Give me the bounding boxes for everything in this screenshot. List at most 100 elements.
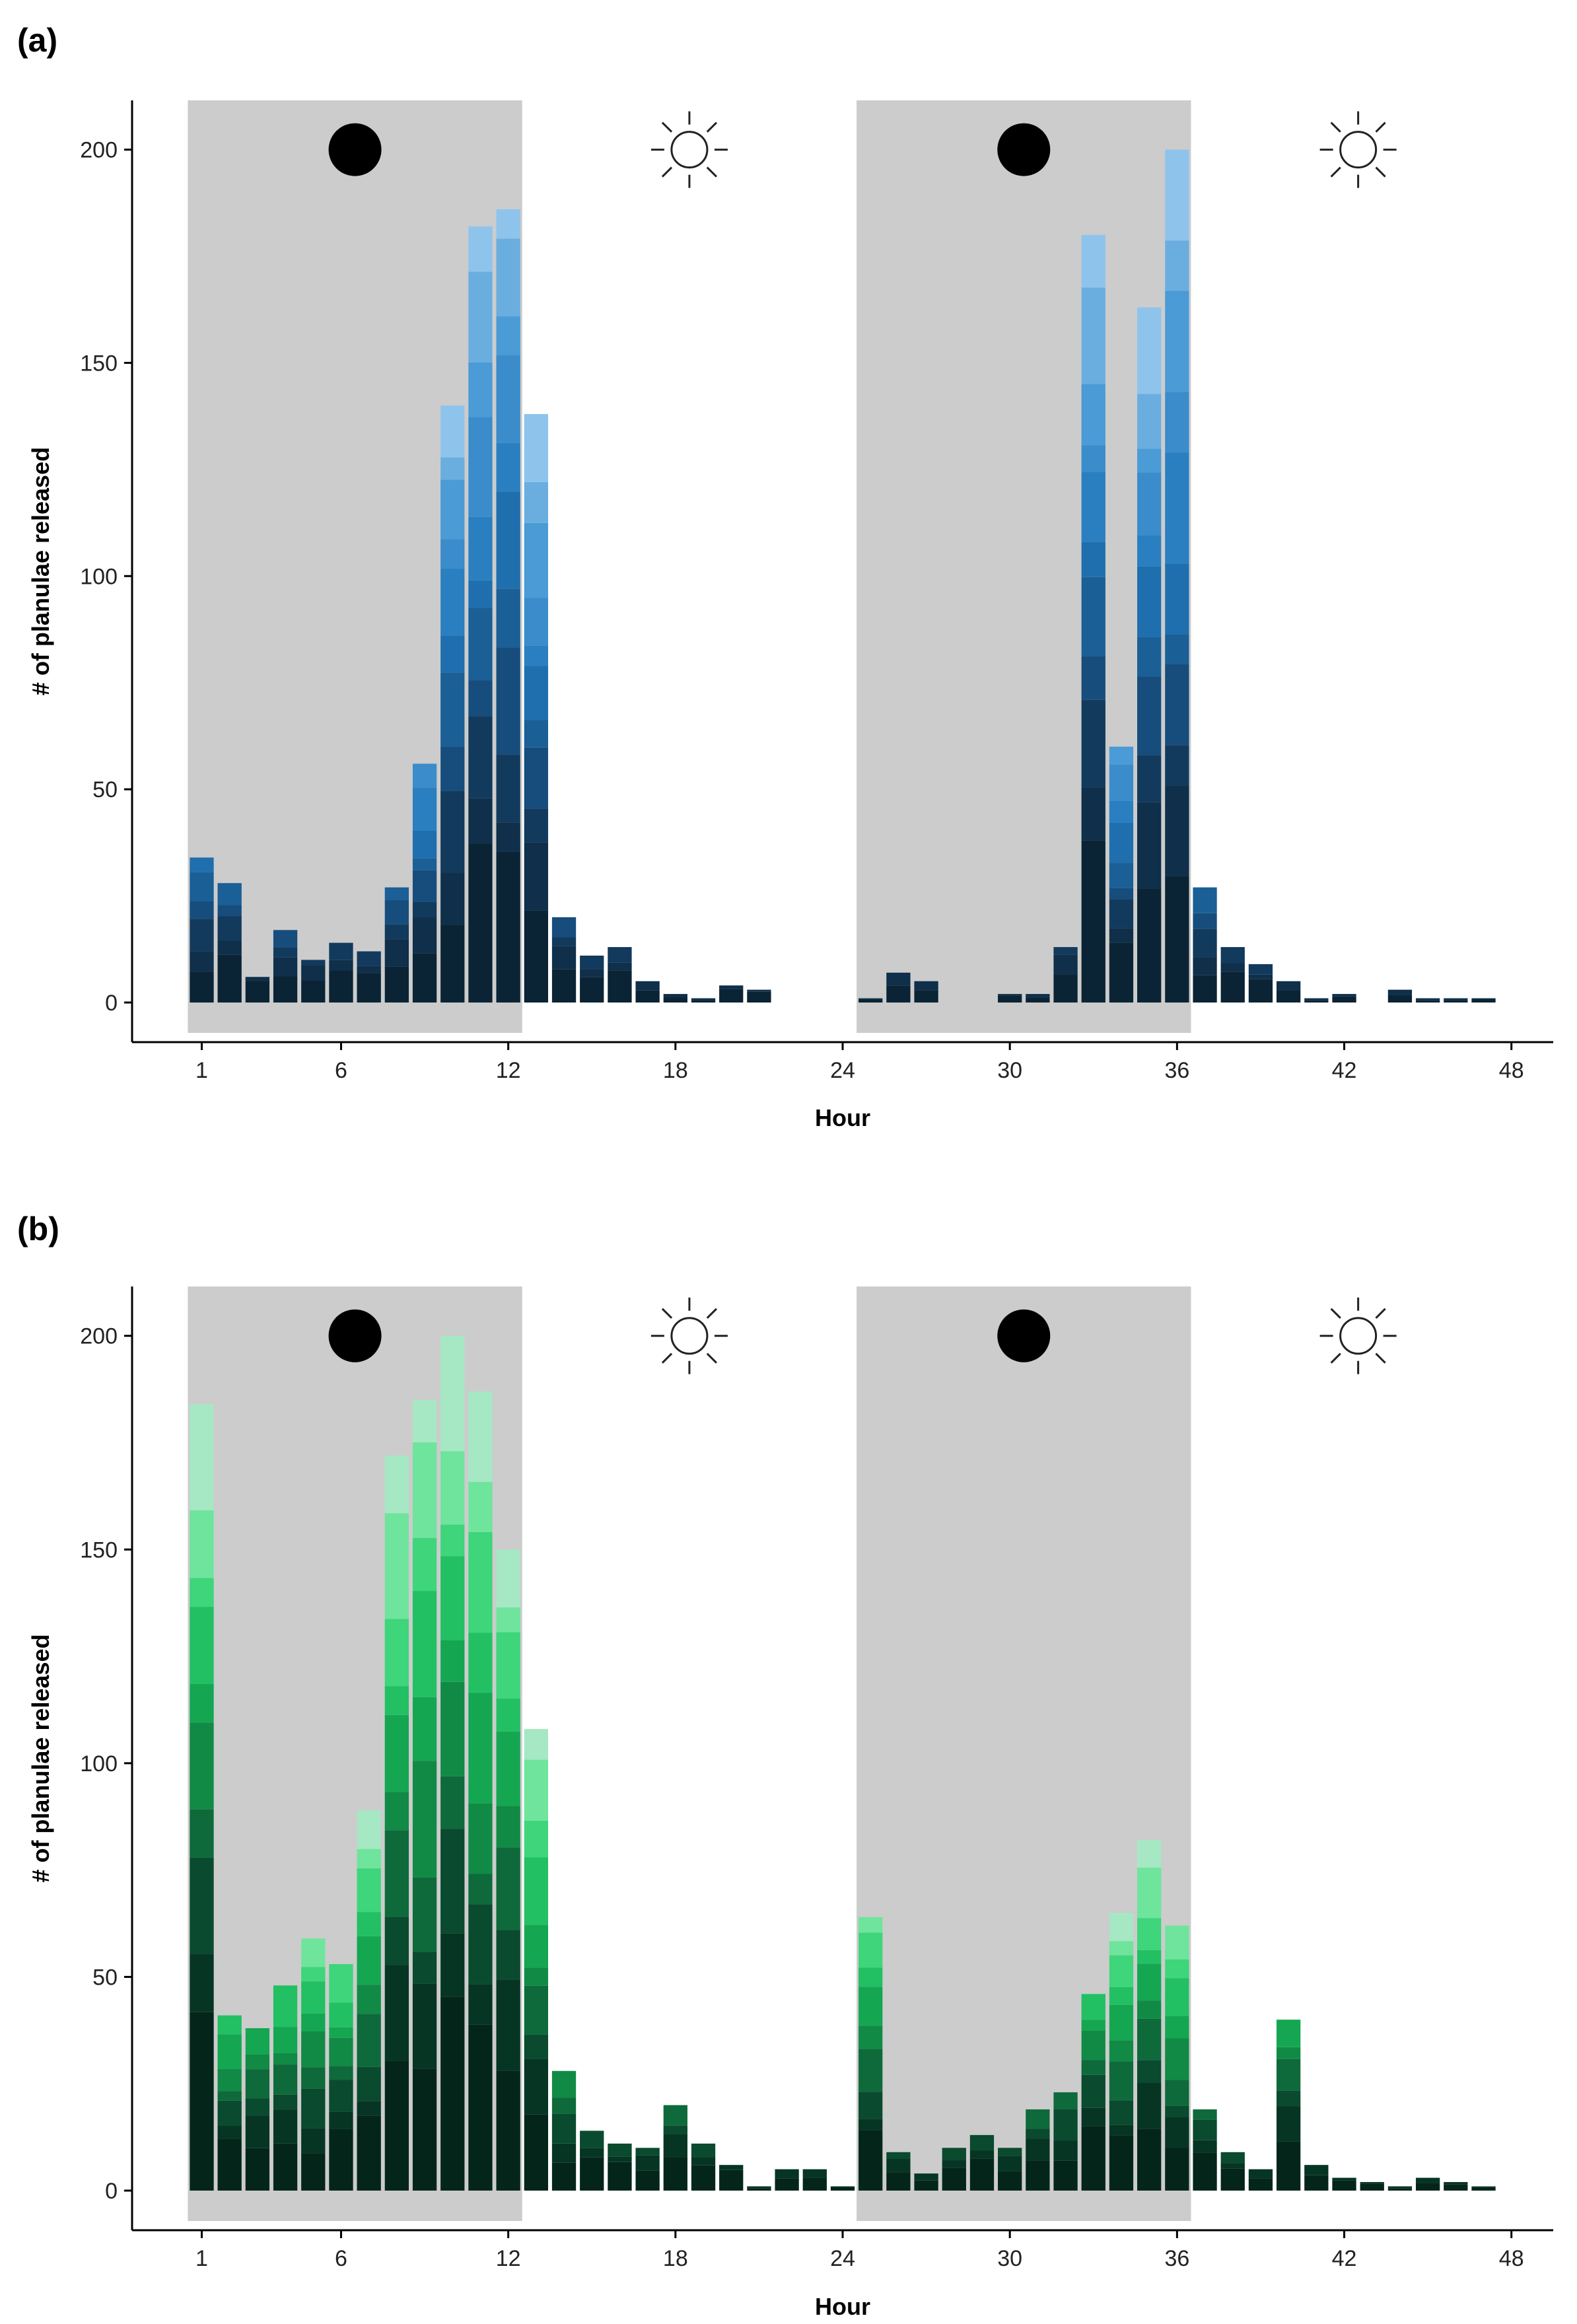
bar-segment: [1165, 392, 1189, 453]
bar-segment: [608, 2162, 632, 2191]
bar-segment: [524, 481, 548, 523]
bar-segment: [1137, 888, 1162, 1003]
x-tick-label: 18: [663, 1058, 688, 1083]
bar-segment: [301, 966, 326, 981]
bar-segment: [1220, 947, 1245, 964]
bar-segment: [273, 930, 298, 948]
bar-segment: [190, 901, 214, 919]
bar-segment: [551, 2113, 577, 2144]
bar-hour-42: [1332, 994, 1356, 1003]
bar-hour-33: [1081, 1994, 1105, 2191]
bar-segment: [1165, 2105, 1189, 2118]
bar-segment: [1444, 2182, 1468, 2185]
bar-hour-18: [663, 994, 687, 1003]
bar-hour-5: [301, 1938, 326, 2191]
bar-segment: [384, 1513, 409, 1619]
bar-segment: [468, 1904, 493, 1985]
bar-segment: [1165, 291, 1189, 392]
bar-segment: [329, 2037, 353, 2066]
bar-segment: [1165, 1959, 1189, 1979]
bar-segment: [1053, 2140, 1078, 2161]
bar-segment: [524, 598, 548, 646]
bar-segment: [551, 2143, 577, 2163]
bar-segment: [245, 2028, 270, 2055]
moon-icon: [997, 1309, 1051, 1362]
bar-hour-4: [273, 1985, 298, 2191]
bar-segment: [301, 1967, 326, 1982]
x-tick-label: 24: [830, 2246, 855, 2271]
bar-segment: [412, 858, 437, 870]
bar-segment: [468, 362, 493, 417]
bar-segment: [580, 977, 604, 1003]
bar-hour-21: [747, 2186, 771, 2191]
bar-segment: [384, 1965, 409, 2061]
sun-icon: [650, 111, 728, 188]
bar-segment: [1081, 1994, 1105, 2020]
bar-segment: [1081, 840, 1105, 1003]
bar-segment: [663, 997, 687, 1003]
bar-segment: [412, 1983, 437, 2069]
bar-segment: [217, 883, 242, 905]
bar-hour-35: [1137, 307, 1162, 1003]
bar-segment: [440, 1640, 465, 1682]
bar-segment: [1081, 2060, 1105, 2075]
bar-segment: [217, 2015, 242, 2035]
bar-segment: [1248, 964, 1273, 975]
bar-segment: [1471, 2187, 1496, 2191]
bar-segment: [468, 226, 493, 272]
bar-segment: [384, 1917, 409, 1965]
panel-label: (a): [17, 22, 57, 59]
bar-segment: [468, 1481, 493, 1532]
bar-segment: [496, 1549, 520, 1607]
y-tick-label: 100: [80, 564, 118, 589]
bar-hour-36: [1165, 1925, 1189, 2191]
bar-segment: [1137, 1840, 1162, 1868]
bar-segment: [468, 271, 493, 363]
bar-segment: [1081, 656, 1105, 700]
bar-segment: [1332, 2177, 1356, 2181]
bar-hour-44: [1387, 989, 1413, 1003]
bar-segment: [440, 1335, 465, 1452]
night-shade-2: [857, 100, 1191, 1033]
bar-segment: [190, 919, 214, 952]
bar-segment: [301, 2031, 326, 2068]
bar-hour-8: [384, 887, 409, 1003]
bar-segment: [384, 1686, 409, 1715]
bar-segment: [190, 1578, 214, 1607]
bar-segment: [1026, 994, 1050, 998]
bar-segment: [496, 1607, 520, 1633]
bar-segment: [1137, 1963, 1162, 2001]
bar-segment: [663, 2105, 687, 2126]
bar-segment: [217, 2100, 242, 2126]
bar-segment: [942, 2167, 966, 2191]
bar-hour-33: [1081, 234, 1105, 1003]
bar-segment: [329, 960, 353, 971]
bar-segment: [440, 1933, 465, 1997]
bar-segment: [468, 608, 493, 681]
bar-segment: [747, 991, 771, 1003]
bar-segment: [273, 2027, 298, 2053]
bar-segment: [1053, 947, 1078, 955]
bar-segment: [217, 954, 242, 1003]
bar-segment: [1304, 2165, 1329, 2175]
bar-segment: [886, 985, 911, 1003]
x-tick-label: 18: [663, 2246, 688, 2271]
bar-segment: [1109, 942, 1134, 1003]
bar-segment: [384, 924, 409, 940]
bar-segment: [1137, 676, 1162, 756]
bar-segment: [1081, 287, 1105, 384]
bar-segment: [384, 1619, 409, 1687]
bar-hour-32: [1053, 947, 1078, 1003]
bar-segment: [1053, 2160, 1078, 2191]
bar-segment: [217, 905, 242, 917]
bar-segment: [969, 2134, 995, 2151]
y-tick-label: 0: [105, 2179, 118, 2204]
bar-segment: [524, 2114, 548, 2191]
bar-segment: [329, 2080, 353, 2112]
bar-segment: [580, 2157, 604, 2191]
bar-hour-9: [412, 1399, 437, 2191]
bar-segment: [859, 2130, 883, 2191]
bar-segment: [1193, 2119, 1217, 2140]
bar-segment: [1165, 563, 1189, 635]
bar-segment: [384, 887, 409, 900]
